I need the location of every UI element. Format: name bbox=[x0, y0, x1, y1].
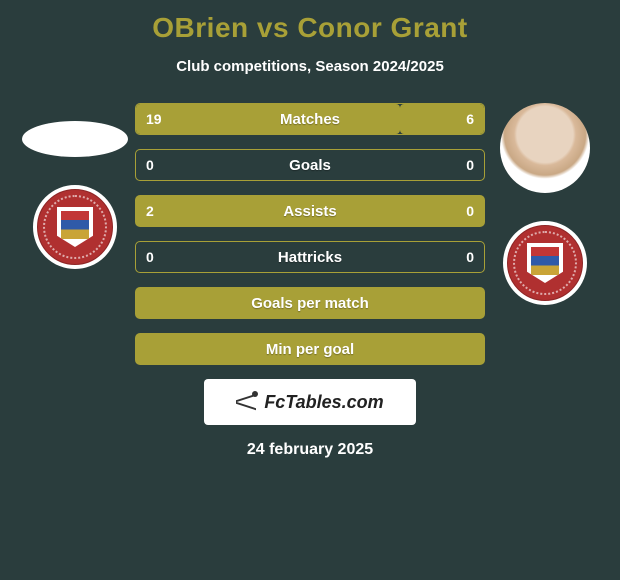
stat-row: Goals per match bbox=[135, 287, 485, 319]
stat-row: Min per goal bbox=[135, 333, 485, 365]
left-player-column bbox=[15, 103, 135, 269]
left-player-avatar bbox=[22, 121, 128, 157]
stat-label: Goals bbox=[289, 157, 331, 174]
branding-logo-icon bbox=[236, 391, 258, 413]
stat-row: 19 Matches 6 bbox=[135, 103, 485, 135]
left-club-crest bbox=[33, 185, 117, 269]
stat-row: 0 Hattricks 0 bbox=[135, 241, 485, 273]
page-title: OBrien vs Conor Grant bbox=[0, 0, 620, 44]
comparison-panel: 19 Matches 6 0 Goals 0 2 Assists 0 0 Hattricks 0 Goa… bbox=[0, 103, 620, 365]
stat-label: Goals per match bbox=[251, 295, 369, 312]
stat-left-value: 2 bbox=[146, 203, 154, 219]
stat-left-value: 19 bbox=[146, 111, 162, 127]
stat-bars: 19 Matches 6 0 Goals 0 2 Assists 0 0 Hattricks 0 Goa… bbox=[135, 103, 485, 365]
stat-row: 2 Assists 0 bbox=[135, 195, 485, 227]
stat-right-value: 0 bbox=[466, 249, 474, 265]
branding-badge: FcTables.com bbox=[204, 379, 416, 425]
stat-label: Min per goal bbox=[266, 341, 354, 358]
stat-right-value: 0 bbox=[466, 157, 474, 173]
stat-label: Matches bbox=[280, 111, 340, 128]
stat-row: 0 Goals 0 bbox=[135, 149, 485, 181]
infographic-date: 24 february 2025 bbox=[0, 441, 620, 459]
stat-right-value: 0 bbox=[466, 203, 474, 219]
stat-right-value: 6 bbox=[466, 111, 474, 127]
stat-left-value: 0 bbox=[146, 157, 154, 173]
branding-text: FcTables.com bbox=[264, 392, 383, 413]
right-club-crest bbox=[503, 221, 587, 305]
subtitle: Club competitions, Season 2024/2025 bbox=[0, 58, 620, 75]
right-player-avatar bbox=[500, 103, 590, 193]
right-player-column bbox=[485, 103, 605, 305]
stat-label: Assists bbox=[283, 203, 336, 220]
stat-label: Hattricks bbox=[278, 249, 342, 266]
stat-left-value: 0 bbox=[146, 249, 154, 265]
